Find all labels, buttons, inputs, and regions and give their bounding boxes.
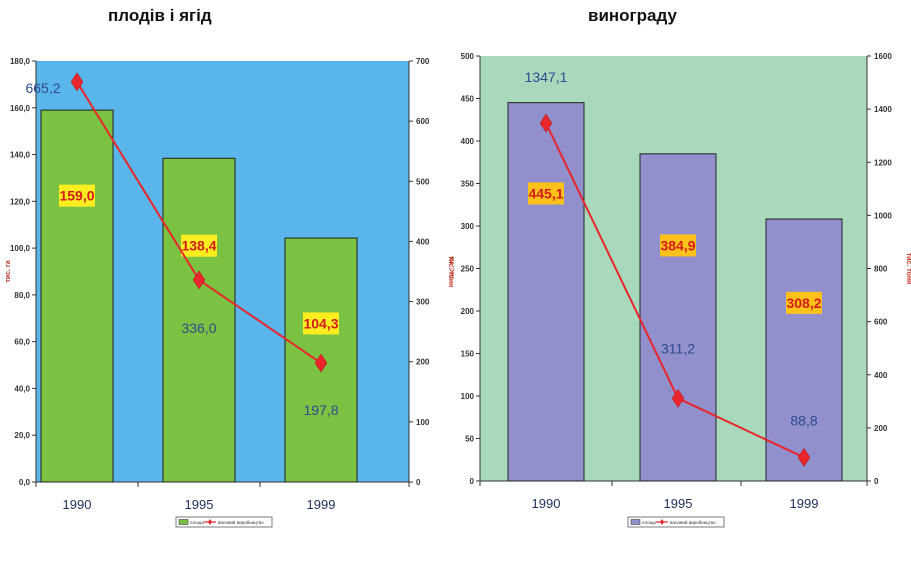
line-point: [539, 113, 553, 133]
y-tick-label-right: 0: [874, 477, 879, 486]
y-tick-label-left: 40,0: [14, 384, 30, 393]
bar: [40, 109, 114, 483]
y-tick-label-right: 400: [874, 371, 888, 380]
y-tick-label-left: 400: [461, 137, 475, 146]
legend-label-line: валовий виробництво: [218, 519, 264, 525]
bar-value-label: 104,3: [303, 315, 338, 331]
y-tick-label-right: 200: [416, 358, 430, 367]
chart-title-fruits: плодів і ягід: [108, 6, 212, 25]
y-tick-label-left: 350: [461, 180, 475, 189]
x-tick-label: 1995: [185, 497, 214, 512]
chart-title-grapes: винограду: [588, 6, 677, 25]
bar-value-box: [181, 234, 217, 257]
bar: [284, 237, 358, 483]
chart-grapes: 0 50 100 150 200 250 300 350 400 450 500 0 200 400 600…: [449, 52, 911, 528]
bar-value-label: 308,2: [786, 295, 821, 311]
y-tick-label-right: 600: [416, 117, 430, 126]
y-tick-label-right: 300: [416, 298, 430, 307]
x-tick-label: 1990: [532, 496, 561, 511]
y-tick-label-right: 1000: [874, 211, 892, 220]
legend: площа валовий виробництво: [175, 516, 273, 528]
line-value-label: 336,0: [181, 320, 216, 336]
y-tick-label-left: 60,0: [14, 338, 30, 347]
y-tick-label-left: 180,0: [10, 57, 31, 66]
legend-swatch-bar: [630, 519, 641, 525]
y-tick-label-left: 500: [461, 52, 475, 61]
legend: площа валовий виробництво: [627, 516, 725, 528]
bar-value-box: [59, 184, 95, 207]
y-tick-label-right: 0: [416, 478, 421, 487]
line-value-label: 665,2: [25, 80, 60, 96]
chart-fruits: 0,0 20,0 40,0 60,0 80,0 100,0 120,0 140,0 160,0 1…: [5, 57, 454, 528]
legend-frame: [175, 516, 273, 528]
y-tick-label-right: 200: [874, 424, 888, 433]
y-tick-label-left: 50: [465, 435, 474, 444]
line-point: [70, 72, 84, 92]
x-tick-label: 1995: [664, 496, 693, 511]
y-tick-label-left: 150: [461, 350, 475, 359]
legend-frame: [627, 516, 725, 528]
y-tick-label-left: 200: [461, 307, 475, 316]
y-tick-label-left: 450: [461, 95, 475, 104]
y-tick-label-left: 100: [461, 392, 475, 401]
bar: [162, 157, 236, 483]
y-tick-label-left: 300: [461, 222, 475, 231]
y-tick-label-left: 0: [470, 477, 475, 486]
y-tick-label-left: 20,0: [14, 431, 30, 440]
y-axis-title-right: тис. тонн: [447, 256, 454, 288]
line-point: [671, 388, 685, 408]
y-tick-label-right: 1200: [874, 158, 892, 167]
bar: [507, 102, 585, 482]
y-tick-label-right: 1600: [874, 52, 892, 61]
legend-label-bar: площа: [642, 520, 656, 525]
x-tick-label: 1999: [790, 496, 819, 511]
y-axis-title-right: тис. тонн: [905, 253, 911, 285]
legend-swatch-bar: [178, 519, 189, 525]
y-tick-label-right: 600: [874, 318, 888, 327]
y-tick-label-right: 100: [416, 418, 430, 427]
legend-label-line: валовий виробництво: [670, 519, 716, 525]
bar-value-label: 138,4: [181, 238, 216, 254]
y-tick-label-left: 120,0: [10, 197, 31, 206]
y-tick-label-left: 140,0: [10, 151, 31, 160]
bar-value-box: [303, 312, 339, 335]
line-value-label: 88,8: [790, 412, 817, 428]
y-tick-label-left: 80,0: [14, 291, 30, 300]
y-tick-label-left: 100,0: [10, 244, 31, 253]
bar-value-box: [528, 182, 564, 205]
legend-marker: [660, 519, 664, 525]
bar: [639, 153, 717, 482]
y-tick-label-right: 700: [416, 57, 430, 66]
legend-label-bar: площа: [190, 520, 204, 525]
y-tick-label-right: 800: [874, 265, 888, 274]
y-axis-title-left: тис. га: [5, 260, 12, 282]
x-tick-label: 1999: [307, 497, 336, 512]
legend-marker: [208, 519, 212, 525]
bar-value-label: 159,0: [59, 188, 94, 204]
line-value-label: 311,2: [661, 340, 695, 356]
line-value-label: 1347,1: [525, 69, 568, 85]
y-tick-label-right: 400: [416, 237, 430, 246]
x-tick-label: 1990: [63, 497, 92, 512]
y-axis-title-left: тис. га: [449, 257, 456, 279]
bar-value-box: [660, 234, 696, 257]
bar-value-label: 445,1: [528, 185, 563, 201]
y-tick-label-right: 500: [416, 177, 430, 186]
y-tick-label-left: 250: [461, 265, 475, 274]
bar-value-label: 384,9: [660, 237, 695, 253]
y-tick-label-right: 1400: [874, 105, 892, 114]
line-point: [192, 270, 206, 290]
line-point: [314, 353, 328, 373]
line-point: [797, 447, 811, 467]
y-tick-label-left: 160,0: [10, 104, 31, 113]
bar: [765, 218, 843, 482]
line-value-label: 197,8: [303, 402, 338, 418]
y-tick-label-left: 0,0: [19, 478, 31, 487]
bar-value-box: [786, 291, 822, 314]
